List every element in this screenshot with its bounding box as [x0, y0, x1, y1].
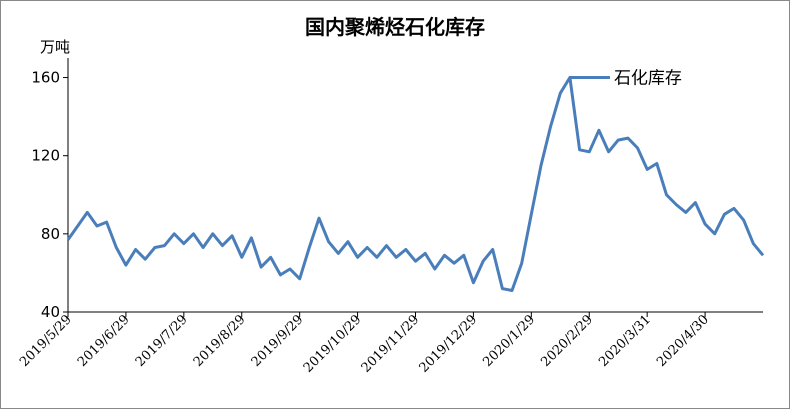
- y-axis-label: 万吨: [40, 38, 70, 56]
- y-tick-label: 80: [41, 225, 60, 243]
- legend-label: 石化库存: [614, 69, 682, 89]
- y-tick-label: 160: [31, 69, 60, 87]
- chart-title: 国内聚烯烃石化库存: [305, 15, 485, 39]
- series-line: [66, 76, 765, 292]
- y-tick-label: 120: [31, 147, 60, 165]
- y-tick-label: 40: [41, 303, 60, 321]
